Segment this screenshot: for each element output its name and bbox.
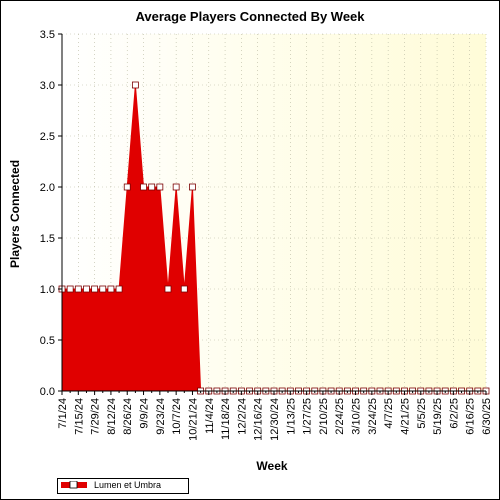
y-tick-label: 3.5 (40, 29, 55, 41)
data-point-marker (74, 285, 82, 293)
x-tick-label: 4/7/25 (383, 398, 395, 429)
data-point-marker (83, 285, 90, 293)
data-point-marker (148, 183, 156, 191)
x-tick-label: 8/12/24 (106, 398, 118, 435)
x-tick-label: 9/23/24 (155, 398, 167, 435)
data-point-marker (156, 183, 164, 191)
x-tick-label: 11/18/24 (220, 398, 232, 440)
data-point-marker (66, 285, 74, 293)
y-tick-label: 1.0 (40, 284, 55, 296)
y-tick-label: 2.5 (40, 131, 55, 143)
x-tick-label: 12/16/24 (253, 398, 265, 441)
x-tick-label: 3/10/25 (351, 398, 363, 435)
y-tick-label: 3.0 (40, 80, 55, 92)
x-tick-label: 12/2/24 (236, 398, 248, 435)
legend-label: Lumen et Umbra (94, 480, 162, 490)
y-tick-label: 1.5 (40, 233, 55, 245)
legend-swatch-icon (61, 481, 87, 489)
x-tick-label: 10/21/24 (187, 398, 199, 441)
data-point-marker (172, 183, 180, 191)
data-point-marker (140, 183, 147, 191)
x-tick-label: 4/21/25 (399, 398, 411, 435)
data-point-marker (115, 285, 123, 293)
data-point-marker (91, 285, 99, 293)
x-axis-label: Week (256, 459, 287, 473)
data-point-marker (180, 285, 188, 293)
axes-layer (58, 33, 487, 395)
x-tick-label: 6/16/25 (465, 398, 477, 435)
y-tick-labels: 0.0 0.5 1.0 1.5 2.0 2.5 3.0 3.5 (40, 29, 55, 398)
x-tick-label: 3/24/25 (367, 398, 379, 435)
y-axis-label: Players Connected (8, 160, 22, 268)
x-tick-label: 11/4/24 (204, 398, 216, 434)
x-tick-label: 7/1/24 (57, 398, 69, 429)
x-tick-label: 10/7/24 (171, 398, 183, 435)
x-tick-labels: 7/1/24 7/15/24 7/29/24 8/12/24 8/26/24 9/9/24… (57, 398, 493, 441)
x-tick-label: 6/2/25 (448, 398, 460, 429)
data-point-marker (189, 183, 196, 191)
y-tick-label: 2.0 (40, 182, 55, 194)
data-point-marker (123, 183, 131, 191)
legend: Lumen et Umbra (57, 478, 189, 494)
x-tick-label: 8/26/24 (122, 398, 134, 435)
y-tick-label: 0.5 (40, 335, 55, 347)
chart-title: Average Players Connected By Week (135, 9, 365, 24)
data-point-marker (131, 81, 139, 89)
data-point-marker (107, 285, 115, 293)
x-tick-label: 1/27/25 (302, 398, 314, 435)
x-tick-label: 7/15/24 (73, 398, 85, 435)
x-tick-label: 2/24/25 (334, 398, 346, 435)
x-tick-label: 6/30/25 (481, 398, 493, 435)
x-tick-label: 2/10/25 (318, 398, 330, 435)
y-tick-label: 0.0 (40, 386, 55, 398)
data-point-marker (99, 285, 107, 293)
x-tick-label: 12/30/24 (269, 398, 281, 441)
x-tick-label: 5/5/25 (416, 398, 428, 429)
x-tick-label: 1/13/25 (285, 398, 297, 435)
data-point-marker (164, 285, 172, 293)
x-tick-label: 9/9/24 (139, 398, 151, 429)
x-tick-label: 5/19/25 (432, 398, 444, 435)
x-tick-label: 7/29/24 (90, 398, 102, 435)
